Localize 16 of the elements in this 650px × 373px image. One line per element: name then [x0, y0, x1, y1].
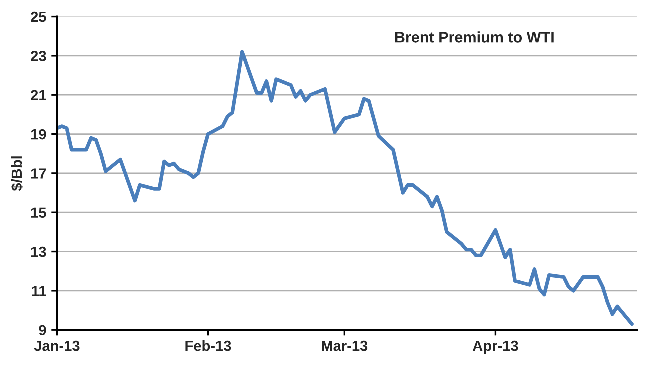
y-tick-label: 9: [39, 325, 46, 336]
y-tick-label: 15: [31, 208, 46, 218]
y-tick-label: 17: [31, 168, 46, 179]
y-axis-title: $/Bbl: [11, 156, 24, 192]
text: Brent Premium to WTI: [395, 32, 554, 43]
y-tick-label: 19: [31, 129, 46, 140]
x-tick-label: Apr-13: [472, 340, 518, 354]
y-tick-label: 23: [31, 51, 46, 62]
x-tick-label: Feb-13: [186, 340, 232, 352]
line-series: [57, 50, 634, 326]
x-tick-label: Jan-13: [34, 340, 80, 352]
y-tick-label: 21: [31, 90, 46, 100]
y-tick-label: 11: [32, 286, 46, 296]
x-tick-label: Mar-13: [322, 340, 368, 352]
y-tick-label: 13: [31, 246, 46, 258]
y-tick-label: 25: [31, 12, 46, 22]
